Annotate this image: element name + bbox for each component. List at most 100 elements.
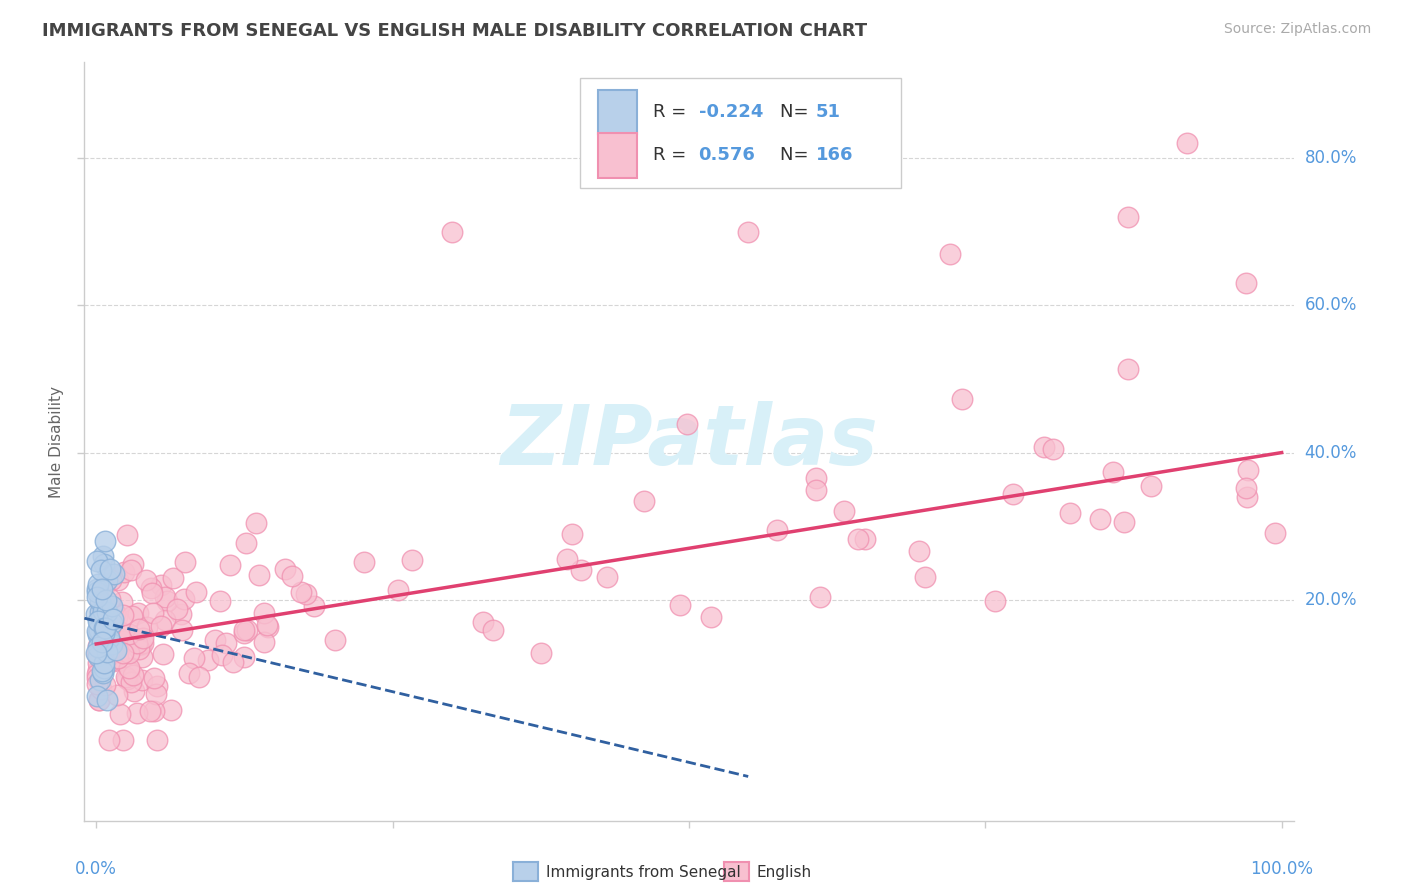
Point: [87, 640, 110, 654]
Point: [98, 642, 121, 657]
Point: [145, 679, 167, 693]
Point: [108, 707, 131, 722]
Point: [105, 688, 128, 702]
Point: [141, 586, 163, 600]
Point: [112, 607, 135, 622]
Text: 60.0%: 60.0%: [1305, 296, 1357, 314]
Point: [90, 627, 112, 641]
Point: [1139, 479, 1161, 493]
Point: [86, 646, 108, 660]
Point: [846, 532, 869, 546]
Point: [1101, 465, 1123, 479]
Point: [112, 634, 135, 648]
Point: [98, 732, 121, 747]
Point: [127, 606, 149, 620]
Point: [143, 704, 166, 718]
Point: [107, 646, 129, 660]
Point: [253, 635, 276, 649]
Point: [166, 602, 188, 616]
FancyBboxPatch shape: [581, 78, 901, 187]
Point: [90, 563, 112, 577]
Point: [98, 592, 121, 607]
Point: [150, 577, 173, 591]
Text: Immigrants from Senegal: Immigrants from Senegal: [546, 865, 741, 880]
Point: [938, 247, 960, 261]
Point: [832, 504, 855, 518]
Point: [86, 677, 108, 691]
Point: [90, 627, 112, 641]
Point: [153, 590, 176, 604]
Point: [183, 650, 205, 665]
Point: [91, 629, 114, 643]
Point: [90, 635, 112, 649]
Point: [96, 645, 118, 659]
Point: [1116, 361, 1139, 376]
Point: [323, 632, 346, 647]
Point: [121, 608, 143, 623]
Point: [86, 590, 108, 604]
Text: 80.0%: 80.0%: [1305, 149, 1357, 167]
Point: [111, 646, 134, 660]
Point: [93, 626, 115, 640]
Point: [115, 528, 138, 542]
Point: [1112, 515, 1135, 529]
Point: [91, 582, 114, 596]
Point: [105, 609, 128, 624]
Point: [179, 666, 201, 681]
Point: [211, 648, 233, 662]
Point: [676, 417, 699, 432]
Point: [914, 570, 936, 584]
Point: [112, 632, 135, 647]
Point: [86, 585, 108, 599]
Point: [482, 623, 505, 637]
Point: [111, 732, 134, 747]
Point: [118, 660, 141, 674]
Point: [91, 603, 114, 617]
Point: [1088, 512, 1111, 526]
Point: [853, 532, 876, 546]
Point: [89, 605, 111, 619]
Point: [256, 618, 278, 632]
Point: [93, 580, 115, 594]
Point: [107, 651, 129, 665]
Point: [150, 619, 173, 633]
Point: [89, 623, 111, 637]
Text: 0.0%: 0.0%: [76, 860, 117, 878]
Point: [233, 626, 256, 640]
Text: Source: ZipAtlas.com: Source: ZipAtlas.com: [1223, 22, 1371, 37]
Point: [98, 654, 121, 668]
Point: [737, 225, 759, 239]
Point: [111, 595, 134, 609]
Point: [117, 646, 139, 660]
Text: 40.0%: 40.0%: [1305, 443, 1357, 461]
Point: [295, 587, 318, 601]
Point: [93, 651, 115, 665]
Point: [170, 607, 193, 622]
Point: [89, 594, 111, 608]
Point: [91, 624, 114, 639]
Point: [86, 582, 108, 596]
Point: [984, 594, 1007, 608]
Point: [808, 590, 831, 604]
Point: [91, 665, 114, 680]
Point: [1236, 490, 1258, 504]
Point: [132, 631, 155, 645]
Point: [90, 611, 112, 625]
Point: [1234, 481, 1257, 495]
Point: [87, 640, 110, 655]
Point: [101, 616, 124, 631]
Point: [135, 573, 157, 587]
Point: [101, 599, 124, 614]
Text: N=: N=: [780, 146, 814, 164]
Point: [86, 607, 108, 622]
Point: [86, 624, 108, 639]
Point: [128, 637, 150, 651]
Point: [112, 565, 135, 579]
Point: [98, 562, 121, 576]
Point: [569, 563, 592, 577]
Point: [302, 599, 325, 614]
Point: [87, 625, 110, 640]
Point: [215, 636, 238, 650]
Point: [103, 654, 125, 668]
Point: [555, 552, 578, 566]
